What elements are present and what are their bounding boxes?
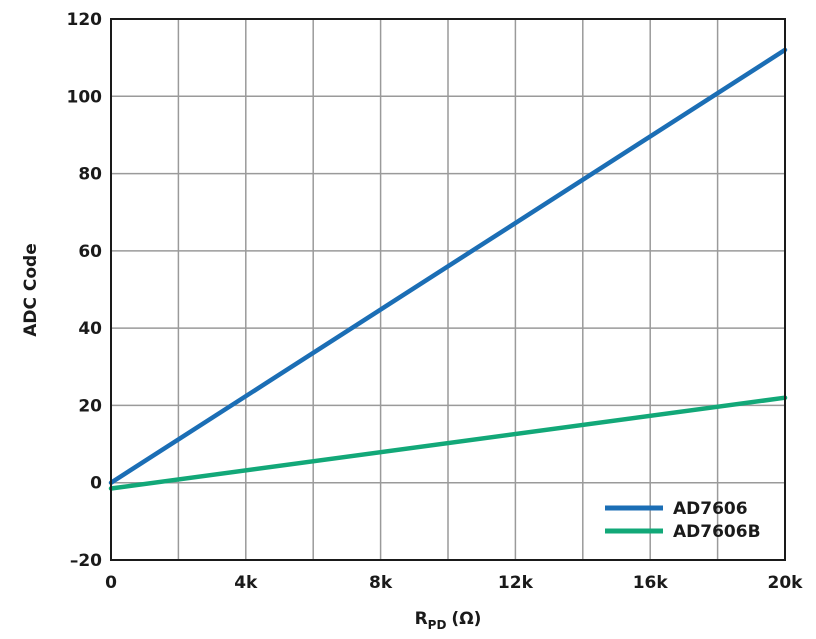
x-tick-label: 0 xyxy=(105,573,117,593)
series-line-ad7606b xyxy=(108,395,788,491)
x-tick-label: 20k xyxy=(768,573,804,593)
x-tick-label: 16k xyxy=(633,573,669,593)
plot-frame xyxy=(110,18,786,561)
y-tick-label: 60 xyxy=(78,242,102,262)
legend-label: AD7606B xyxy=(673,522,761,542)
x-tick-label: 8k xyxy=(369,573,393,593)
x-tick-label: 4k xyxy=(234,573,258,593)
legend-label: AD7606 xyxy=(673,499,748,519)
y-tick-label: 120 xyxy=(67,10,103,30)
y-axis-ticks: –20 0 20 40 60 80 100 120 xyxy=(67,10,103,571)
x-axis-label-subscript: PD xyxy=(428,618,447,632)
y-tick-label: 100 xyxy=(67,87,103,107)
x-axis-label-main: R xyxy=(415,609,428,629)
y-tick-label: 40 xyxy=(78,319,102,339)
y-tick-label: 20 xyxy=(78,396,102,416)
x-axis-label-unit: (Ω) xyxy=(451,609,481,629)
y-tick-label: 80 xyxy=(78,165,102,185)
series-line-ad7606 xyxy=(108,47,788,485)
y-axis-label: ADC Code xyxy=(21,243,41,337)
y-tick-label: –20 xyxy=(70,551,102,571)
x-tick-label: 12k xyxy=(498,573,534,593)
x-axis-label: RPD (Ω) xyxy=(415,609,482,632)
grid xyxy=(111,19,785,560)
legend: AD7606 AD7606B xyxy=(605,499,761,542)
series-lines xyxy=(108,47,788,491)
y-tick-label: 0 xyxy=(90,474,102,494)
x-axis-ticks: 0 4k 8k 12k 16k 20k xyxy=(105,573,803,593)
